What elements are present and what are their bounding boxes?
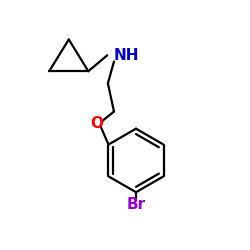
Text: Br: Br xyxy=(126,198,146,212)
Text: NH: NH xyxy=(114,48,140,63)
Text: O: O xyxy=(90,116,104,131)
